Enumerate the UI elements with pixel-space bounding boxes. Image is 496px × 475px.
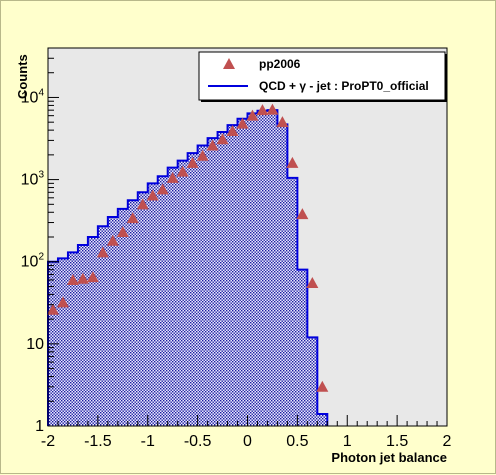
x-tick-label: 1.5: [386, 433, 408, 450]
data-point: [136, 198, 149, 210]
data-point: [66, 273, 79, 285]
legend-label-data: pp2006: [259, 57, 301, 71]
data-point: [296, 208, 309, 220]
hist-bin: [107, 217, 118, 426]
legend-marker-triangle: [223, 58, 235, 69]
x-tick-label: -2: [41, 433, 55, 450]
hist-bin: [287, 177, 298, 426]
hist-bin: [197, 145, 208, 426]
legend-label-mc: QCD + γ - jet : ProPT0_official: [259, 79, 429, 93]
hist-bin: [127, 200, 138, 426]
y-tick-base: 10: [26, 336, 44, 353]
data-point: [146, 189, 159, 201]
x-axis-title: Photon jet balance: [331, 450, 447, 465]
x-tick-label: 1: [343, 433, 352, 450]
y-tick-exponent: 2: [38, 252, 44, 263]
legend: pp2006 QCD + γ - jet : ProPT0_official: [198, 51, 447, 102]
data-point: [96, 246, 109, 258]
data-point: [86, 271, 99, 283]
hist-bin: [157, 176, 168, 426]
hist-bin: [237, 118, 248, 426]
x-tick-label: 0.5: [286, 433, 308, 450]
data-point: [196, 149, 209, 161]
y-tick-exponent: 4: [38, 87, 44, 98]
data-point: [246, 109, 259, 121]
hist-bin: [57, 258, 68, 426]
data-point: [306, 277, 319, 289]
hist-bin: [267, 110, 278, 426]
data-point: [226, 125, 239, 137]
hist-bin: [177, 160, 188, 426]
hist-bin: [87, 237, 98, 426]
hist-bin: [277, 124, 288, 426]
legend-shadow-bottom: [201, 100, 447, 102]
hist-bin: [77, 244, 88, 426]
points-layer: [46, 103, 329, 392]
data-point: [116, 226, 129, 238]
hist-bin: [227, 125, 238, 426]
hist-bin: [217, 131, 228, 426]
data-point: [316, 380, 329, 392]
y-tick-label: 102: [21, 252, 45, 271]
data-point: [276, 116, 289, 128]
data-point: [166, 171, 179, 183]
y-tick-label: 1: [35, 418, 44, 435]
x-tick-label: 0: [243, 433, 252, 450]
x-tick-label: -1: [141, 433, 155, 450]
data-point: [206, 139, 219, 151]
data-point: [76, 272, 89, 284]
data-point: [216, 133, 229, 145]
x-tick-label: 2: [443, 433, 452, 450]
hist-bin: [317, 413, 328, 426]
data-point: [156, 183, 169, 195]
y-tick-base: 10: [21, 172, 39, 189]
y-tick-base: 1: [35, 418, 44, 435]
hist-bin: [117, 208, 128, 426]
hist-bin: [167, 167, 178, 427]
hist-bin: [97, 226, 108, 426]
hist-bin: [137, 192, 148, 426]
hist-bin: [257, 110, 268, 426]
data-point: [106, 234, 119, 246]
data-point: [126, 212, 139, 224]
data-point: [266, 103, 279, 115]
hist-bin: [247, 113, 258, 426]
y-tick-base: 10: [21, 254, 39, 271]
legend-box: [198, 51, 446, 101]
y-tick-label: 103: [21, 170, 45, 189]
data-point: [176, 165, 189, 177]
data-point: [236, 117, 249, 129]
hist-bin: [207, 138, 218, 426]
x-tick-label: -0.5: [184, 433, 212, 450]
hist-bin: [147, 183, 158, 426]
data-point: [56, 296, 69, 308]
data-point: [186, 156, 199, 168]
hist-bin: [187, 153, 198, 426]
hist-bin: [307, 337, 318, 426]
data-point: [256, 104, 269, 116]
y-tick-label: 104: [21, 87, 45, 106]
y-axis-title: Counts: [15, 54, 30, 99]
data-point: [46, 303, 59, 315]
y-tick-base: 10: [21, 89, 39, 106]
y-tick-exponent: 3: [38, 170, 44, 181]
x-tick-label: -1.5: [84, 433, 112, 450]
hist-bin: [67, 252, 78, 426]
data-point: [286, 156, 299, 168]
y-tick-label: 10: [26, 336, 44, 353]
legend-shadow-right: [445, 54, 447, 102]
hist-bin: [297, 269, 308, 426]
